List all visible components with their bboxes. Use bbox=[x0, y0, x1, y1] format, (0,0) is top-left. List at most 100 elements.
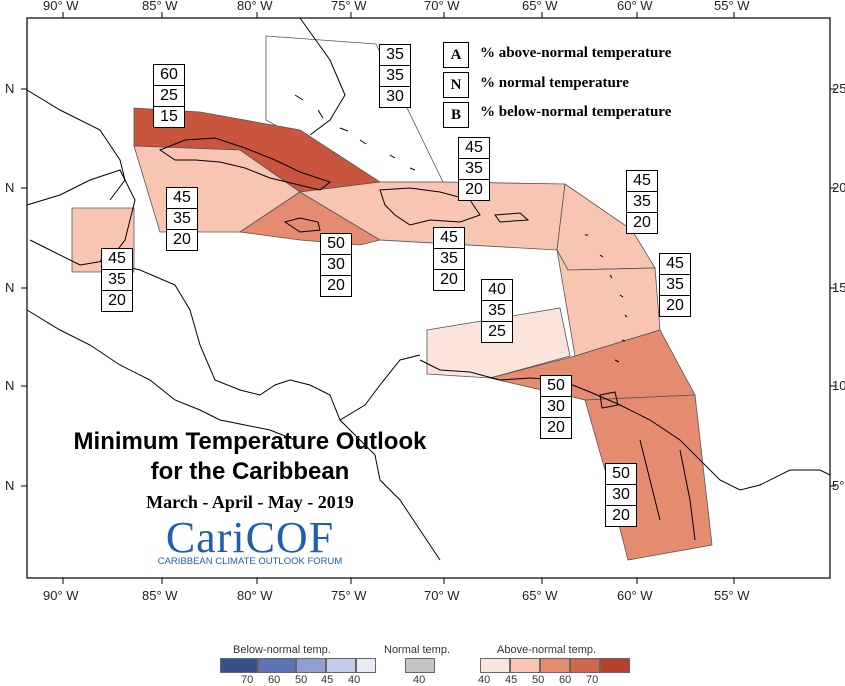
prob-box-guianas: 50 30 20 bbox=[605, 463, 637, 527]
lat-label-right-10: 10 bbox=[832, 378, 845, 393]
zone-jamaica bbox=[238, 191, 382, 246]
cb-num-above-50: 50 bbox=[532, 674, 545, 686]
cuba-outline bbox=[158, 137, 332, 191]
cb-num-below-45: 45 bbox=[321, 674, 334, 686]
prob-above: 45 bbox=[627, 171, 657, 192]
lat-label-right-25: 25 bbox=[832, 81, 845, 96]
hispaniola-outline bbox=[379, 187, 481, 226]
prob-above: 45 bbox=[434, 228, 464, 249]
zone-abc bbox=[426, 307, 571, 379]
prob-box-cayman: 45 35 20 bbox=[166, 187, 198, 251]
lesser-antilles bbox=[585, 234, 628, 363]
lon-label-bottom-65w: 65° W bbox=[522, 588, 558, 603]
cb-num-below-60: 60 bbox=[268, 674, 281, 686]
prob-box-cuba: 60 25 15 bbox=[153, 64, 185, 128]
prob-normal: 25 bbox=[154, 86, 184, 107]
swatch-above-50 bbox=[540, 658, 570, 673]
key-letter-b: B bbox=[443, 102, 469, 128]
prob-above: 35 bbox=[380, 45, 410, 66]
lon-label-bottom-60w: 60° W bbox=[617, 588, 653, 603]
colorbar-below-label: Below-normal temp. bbox=[233, 644, 331, 656]
puerto-rico-outline bbox=[494, 212, 530, 223]
prob-normal: 30 bbox=[606, 485, 636, 506]
prob-below: 20 bbox=[633, 214, 651, 231]
prob-box-leeward: 45 35 20 bbox=[626, 170, 658, 234]
lon-label-bottom-90w: 90° W bbox=[43, 588, 79, 603]
lon-label-70w: 70° W bbox=[424, 0, 460, 13]
lon-label-75w: 75° W bbox=[331, 0, 367, 13]
key-text-below: % below-normal temperature bbox=[480, 104, 672, 120]
prob-above: 40 bbox=[482, 280, 512, 301]
prob-below: 20 bbox=[108, 292, 126, 309]
cb-num-below-70: 70 bbox=[241, 674, 254, 686]
prob-normal: 35 bbox=[459, 159, 489, 180]
forecast-zones bbox=[71, 35, 713, 561]
lon-label-bottom-80w: 80° W bbox=[237, 588, 273, 603]
prob-normal: 30 bbox=[321, 255, 351, 276]
key-text-above: % above-normal temperature bbox=[480, 45, 672, 61]
prob-above: 60 bbox=[154, 65, 184, 86]
prob-box-abc: 40 35 25 bbox=[481, 279, 513, 343]
central-america-coast bbox=[99, 259, 421, 421]
zone-guianas bbox=[584, 394, 713, 561]
zone-windward bbox=[556, 249, 661, 357]
prob-box-hispaniola: 45 35 20 bbox=[458, 137, 490, 201]
prob-below: 15 bbox=[160, 108, 178, 125]
lat-label-left-15: N bbox=[5, 280, 15, 295]
side-ticks bbox=[21, 88, 836, 487]
key-letter-n: N bbox=[443, 72, 469, 98]
cb-num-normal-40: 40 bbox=[413, 674, 426, 686]
lat-label-left-10: N bbox=[5, 378, 15, 393]
prob-above: 50 bbox=[321, 234, 351, 255]
prob-box-jamaica: 50 30 20 bbox=[320, 233, 352, 297]
lon-label-55w: 55° W bbox=[714, 0, 750, 13]
prob-below: 20 bbox=[465, 181, 483, 198]
map-title-line2: for the Caribbean bbox=[150, 458, 350, 485]
prob-below: 20 bbox=[173, 231, 191, 248]
top-ticks bbox=[62, 12, 735, 18]
lon-label-90w: 90° W bbox=[43, 0, 79, 13]
colorbar-normal-label: Normal temp. bbox=[384, 644, 451, 656]
swatch-below-50 bbox=[296, 658, 326, 673]
yucatan-coast bbox=[26, 169, 136, 266]
lon-label-bottom-70w: 70° W bbox=[424, 588, 460, 603]
prob-below: 25 bbox=[488, 323, 506, 340]
prob-above: 45 bbox=[167, 188, 197, 209]
prob-normal: 35 bbox=[660, 275, 690, 296]
key-text-normal: % normal temperature bbox=[480, 75, 629, 91]
lat-label-left-20: N bbox=[5, 180, 15, 195]
lon-label-bottom-55w: 55° W bbox=[714, 588, 750, 603]
cb-num-above-45: 45 bbox=[505, 674, 518, 686]
cb-num-above-70: 70 bbox=[586, 674, 599, 686]
lat-label-left-5: N bbox=[5, 478, 15, 493]
prob-normal: 35 bbox=[627, 192, 657, 213]
coastlines bbox=[26, 17, 831, 561]
lon-label-60w: 60° W bbox=[617, 0, 653, 13]
prob-box-trinidad: 50 30 20 bbox=[540, 375, 572, 439]
prob-below: 20 bbox=[612, 507, 630, 524]
swatch-below-60 bbox=[258, 658, 296, 673]
caricof-logo-subtitle: CARIBBEAN CLIMATE OUTLOOK FORUM bbox=[157, 556, 343, 567]
colombia-west bbox=[339, 419, 441, 561]
cb-num-above-60: 60 bbox=[559, 674, 572, 686]
cb-num-above-40: 40 bbox=[478, 674, 491, 686]
lon-label-85w: 85° W bbox=[142, 0, 178, 13]
prob-below: 20 bbox=[440, 271, 458, 288]
prob-normal: 30 bbox=[541, 397, 571, 418]
prob-normal: 35 bbox=[380, 66, 410, 87]
prob-box-belize: 45 35 20 bbox=[101, 248, 133, 312]
lon-label-80w: 80° W bbox=[237, 0, 273, 13]
lat-label-right-20: 20 bbox=[832, 180, 845, 195]
prob-box-puerto-rico: 45 35 20 bbox=[433, 227, 465, 291]
prob-below: 20 bbox=[547, 419, 565, 436]
prob-above: 45 bbox=[459, 138, 489, 159]
key-letter-a: A bbox=[443, 42, 469, 68]
lat-label-right-5: 5° bbox=[832, 478, 845, 493]
prob-above: 50 bbox=[541, 376, 571, 397]
lon-label-bottom-75w: 75° W bbox=[331, 588, 367, 603]
lon-label-65w: 65° W bbox=[522, 0, 558, 13]
prob-normal: 35 bbox=[167, 209, 197, 230]
swatch-above-40 bbox=[480, 658, 510, 673]
swatch-below-40 bbox=[356, 658, 376, 673]
